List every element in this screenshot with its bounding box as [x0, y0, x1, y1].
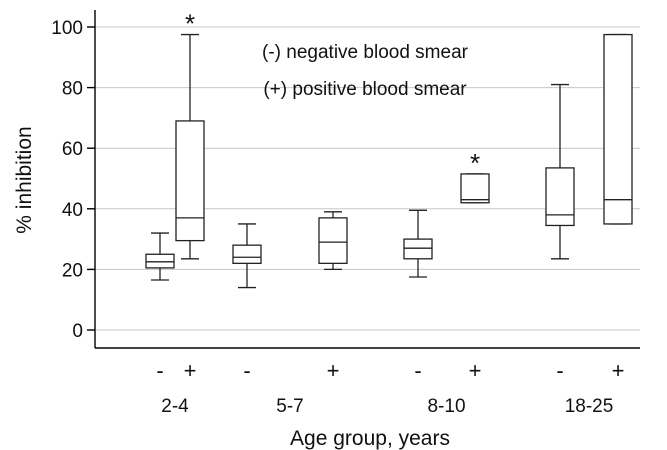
sign-label: +	[327, 358, 340, 383]
sign-label: +	[612, 358, 625, 383]
age-group-label: 8-10	[427, 396, 465, 417]
box	[318, 217, 348, 264]
box-plots	[145, 33, 633, 289]
x-axis-title: Age group, years	[290, 427, 450, 450]
y-tick-label: 40	[62, 200, 83, 221]
significance-star: *	[185, 9, 195, 39]
sign-label: -	[243, 358, 250, 383]
y-tick-label: 80	[62, 79, 83, 100]
box	[232, 244, 262, 264]
axes	[87, 10, 640, 349]
age-group-label: 18-25	[565, 396, 614, 417]
y-tick-label: 60	[62, 139, 83, 160]
y-tick-label: 20	[62, 260, 83, 281]
box	[460, 173, 490, 204]
box	[175, 120, 205, 242]
box	[145, 253, 175, 269]
legend-positive: (+) positive blood smear	[263, 79, 467, 100]
y-axis-title: % inhibition	[13, 126, 36, 233]
sign-label: +	[184, 358, 197, 383]
y-tick-label: 100	[51, 18, 83, 39]
box	[403, 238, 433, 260]
box	[545, 167, 575, 227]
sign-label: -	[414, 358, 421, 383]
age-group-label: 2-4	[161, 396, 189, 417]
sign-label: -	[556, 358, 563, 383]
y-tick-label: 0	[72, 321, 83, 342]
sign-label: -	[156, 358, 163, 383]
age-group-label: 5-7	[276, 396, 303, 417]
sign-label: +	[469, 358, 482, 383]
legend-negative: (-) negative blood smear	[262, 42, 469, 63]
box	[603, 33, 633, 225]
significance-star: *	[470, 148, 480, 178]
